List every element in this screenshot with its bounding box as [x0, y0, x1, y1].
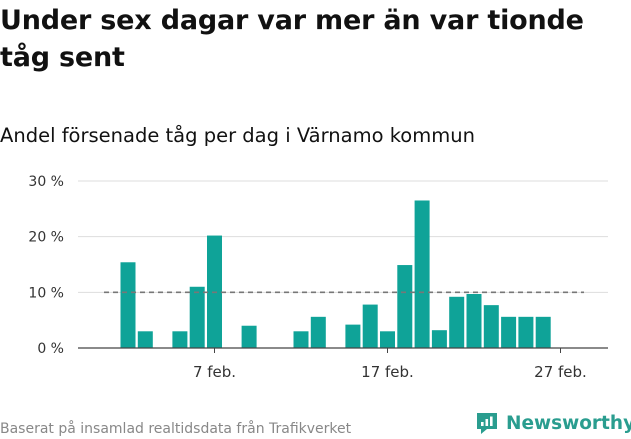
gridlines — [78, 180, 608, 293]
bar — [380, 331, 395, 348]
bar — [483, 305, 499, 348]
bar — [466, 294, 482, 348]
bar — [362, 304, 378, 348]
bar — [189, 286, 205, 348]
chart-subtitle: Andel försenade tåg per dag i Värnamo ko… — [0, 124, 475, 147]
bar — [345, 324, 361, 348]
x-tick-label: 27 feb. — [534, 363, 587, 381]
newsworthy-logo-icon — [477, 413, 497, 434]
brand-logo[interactable]: Newsworthy — [474, 408, 631, 438]
bar — [414, 200, 430, 348]
y-tick-label: 20 % — [28, 230, 64, 246]
x-tick-label: 17 feb. — [361, 363, 414, 381]
bar — [241, 325, 257, 348]
bar — [431, 330, 447, 348]
bar — [293, 331, 309, 348]
bar — [535, 316, 551, 348]
bar-chart: 0 % 10 % 20 % 30 % 7 feb. 17 feb. 27 feb. — [28, 174, 608, 381]
bar — [449, 296, 465, 348]
bar — [501, 316, 517, 348]
x-axis-ticks: 7 feb. 17 feb. 27 feb. — [193, 348, 587, 381]
y-tick-label: 30 % — [28, 174, 64, 190]
bar — [518, 316, 534, 348]
y-tick-label: 10 % — [28, 285, 64, 301]
bars — [78, 200, 608, 349]
y-axis-ticks: 0 % 10 % 20 % 30 % — [28, 174, 64, 357]
x-tick-label: 7 feb. — [193, 363, 236, 381]
bar — [310, 316, 326, 348]
y-tick-label: 0 % — [37, 341, 64, 357]
bar — [172, 331, 188, 348]
bar — [137, 331, 153, 348]
bar — [397, 265, 413, 348]
bar — [120, 262, 136, 348]
source-note: Baserat på insamlad realtidsdata från Tr… — [0, 421, 352, 437]
chart-title: Under sex dagar var mer än var tionde tå… — [0, 5, 584, 73]
brand-name: Newsworthy — [506, 412, 631, 434]
